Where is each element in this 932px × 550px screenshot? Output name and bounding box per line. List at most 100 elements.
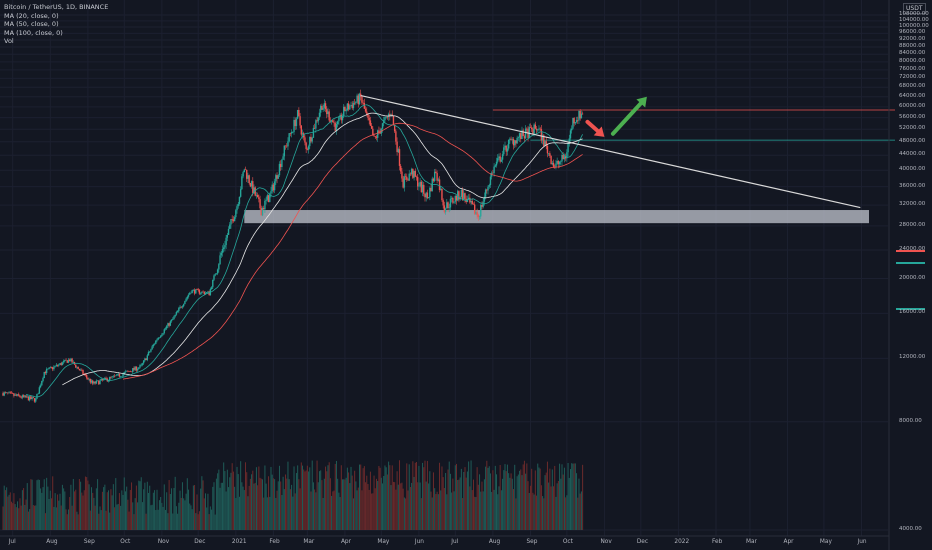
volume-bar (24, 504, 26, 530)
candle-body (267, 195, 270, 203)
candle-body (349, 105, 351, 110)
volume-bar (36, 480, 38, 530)
candle-body (145, 358, 147, 361)
volume-bar (508, 473, 510, 530)
candle-body (161, 334, 163, 337)
candle-body (406, 176, 408, 180)
legend-ma20[interactable]: MA (20, close, 0) (4, 11, 59, 20)
candle-body (501, 154, 504, 160)
candle-body (284, 145, 287, 147)
volume-bar (429, 471, 431, 530)
volume-bar (408, 464, 410, 530)
volume-bar (553, 486, 555, 530)
candle-body (95, 380, 98, 384)
candle-body (438, 179, 441, 190)
legend-ma50[interactable]: MA (50, close, 0) (4, 20, 59, 29)
x-tick-label: May (377, 539, 390, 545)
candle-body (544, 141, 546, 147)
volume-bar (503, 470, 505, 530)
volume-bar (544, 475, 546, 530)
volume-bar (288, 479, 290, 530)
candle-body (149, 351, 151, 353)
volume-bar (506, 464, 508, 530)
candle-body (450, 197, 453, 199)
volume-bar (215, 478, 217, 530)
candle-body (472, 204, 475, 205)
volume-bar (485, 466, 487, 530)
volume-bar (3, 485, 5, 530)
volume-bar (314, 489, 316, 530)
volume-bar (303, 469, 305, 530)
candle-body (398, 149, 401, 166)
candle-body (269, 193, 271, 203)
volume-bar (566, 495, 568, 530)
candle-body (244, 169, 247, 171)
candle-body (22, 395, 25, 397)
x-tick-label: Nov (157, 539, 170, 545)
legend-vol[interactable]: Vol (4, 37, 14, 46)
volume-bar (562, 474, 564, 530)
volume-bar (111, 495, 113, 530)
candle-body (67, 359, 70, 363)
volume-bar (203, 498, 205, 530)
candle-body (133, 368, 135, 370)
volume-bar (504, 464, 506, 530)
volume-bar (531, 468, 533, 530)
volume-bar (133, 514, 135, 530)
volume-bar (565, 497, 567, 530)
candle-body (446, 202, 448, 209)
volume-bar (179, 490, 181, 530)
legend-ma100[interactable]: MA (100, close, 0) (4, 28, 63, 37)
candle-body (30, 396, 32, 400)
volume-bar (194, 485, 196, 530)
volume-bar (329, 478, 331, 530)
candle-body (164, 328, 167, 330)
candle-body (571, 128, 573, 131)
candle-body (579, 110, 581, 119)
volume-bar (213, 482, 215, 530)
volume-bar (486, 460, 488, 530)
candle-body (384, 117, 386, 121)
candle-body (125, 370, 128, 372)
volume-bar (309, 467, 311, 530)
volume-bar (265, 483, 267, 530)
candle-body (52, 367, 54, 370)
volume-bar (469, 486, 471, 530)
volume-bar (521, 475, 523, 530)
x-tick-label: Aug (488, 539, 501, 545)
candle-body (368, 117, 370, 121)
candle-body (150, 349, 152, 352)
candle-body (33, 398, 36, 402)
volume-bar (110, 489, 112, 530)
y-tick-label: 8000.00 (899, 417, 922, 424)
candle-body (515, 140, 517, 144)
candle-body (132, 368, 134, 373)
currency-label[interactable]: USDT (903, 3, 926, 14)
candle-body (374, 136, 376, 137)
volume-bar (20, 505, 22, 530)
volume-bar (332, 491, 334, 530)
candle-body (408, 173, 410, 181)
candle-body (566, 152, 568, 159)
candle-body (563, 156, 566, 160)
volume-bar (60, 505, 62, 530)
volume-bar (53, 506, 55, 530)
volume-bar (80, 481, 82, 530)
volume-bar (220, 482, 222, 530)
x-tick-label: Oct (562, 539, 573, 545)
volume-bar (351, 475, 353, 530)
legend-symbol[interactable]: Bitcoin / TetherUS, 1D, BINANCE (4, 3, 109, 11)
volume-bar (497, 494, 499, 530)
candle-body (307, 146, 310, 150)
candle-body (478, 216, 481, 218)
candle-body (429, 187, 431, 198)
volume-bar (448, 461, 450, 530)
volume-bar (357, 487, 359, 530)
volume-bar (390, 485, 392, 530)
candle-body (309, 136, 311, 147)
candle-body (361, 96, 363, 103)
volume-bar (337, 478, 339, 530)
volume-bar (183, 498, 185, 530)
